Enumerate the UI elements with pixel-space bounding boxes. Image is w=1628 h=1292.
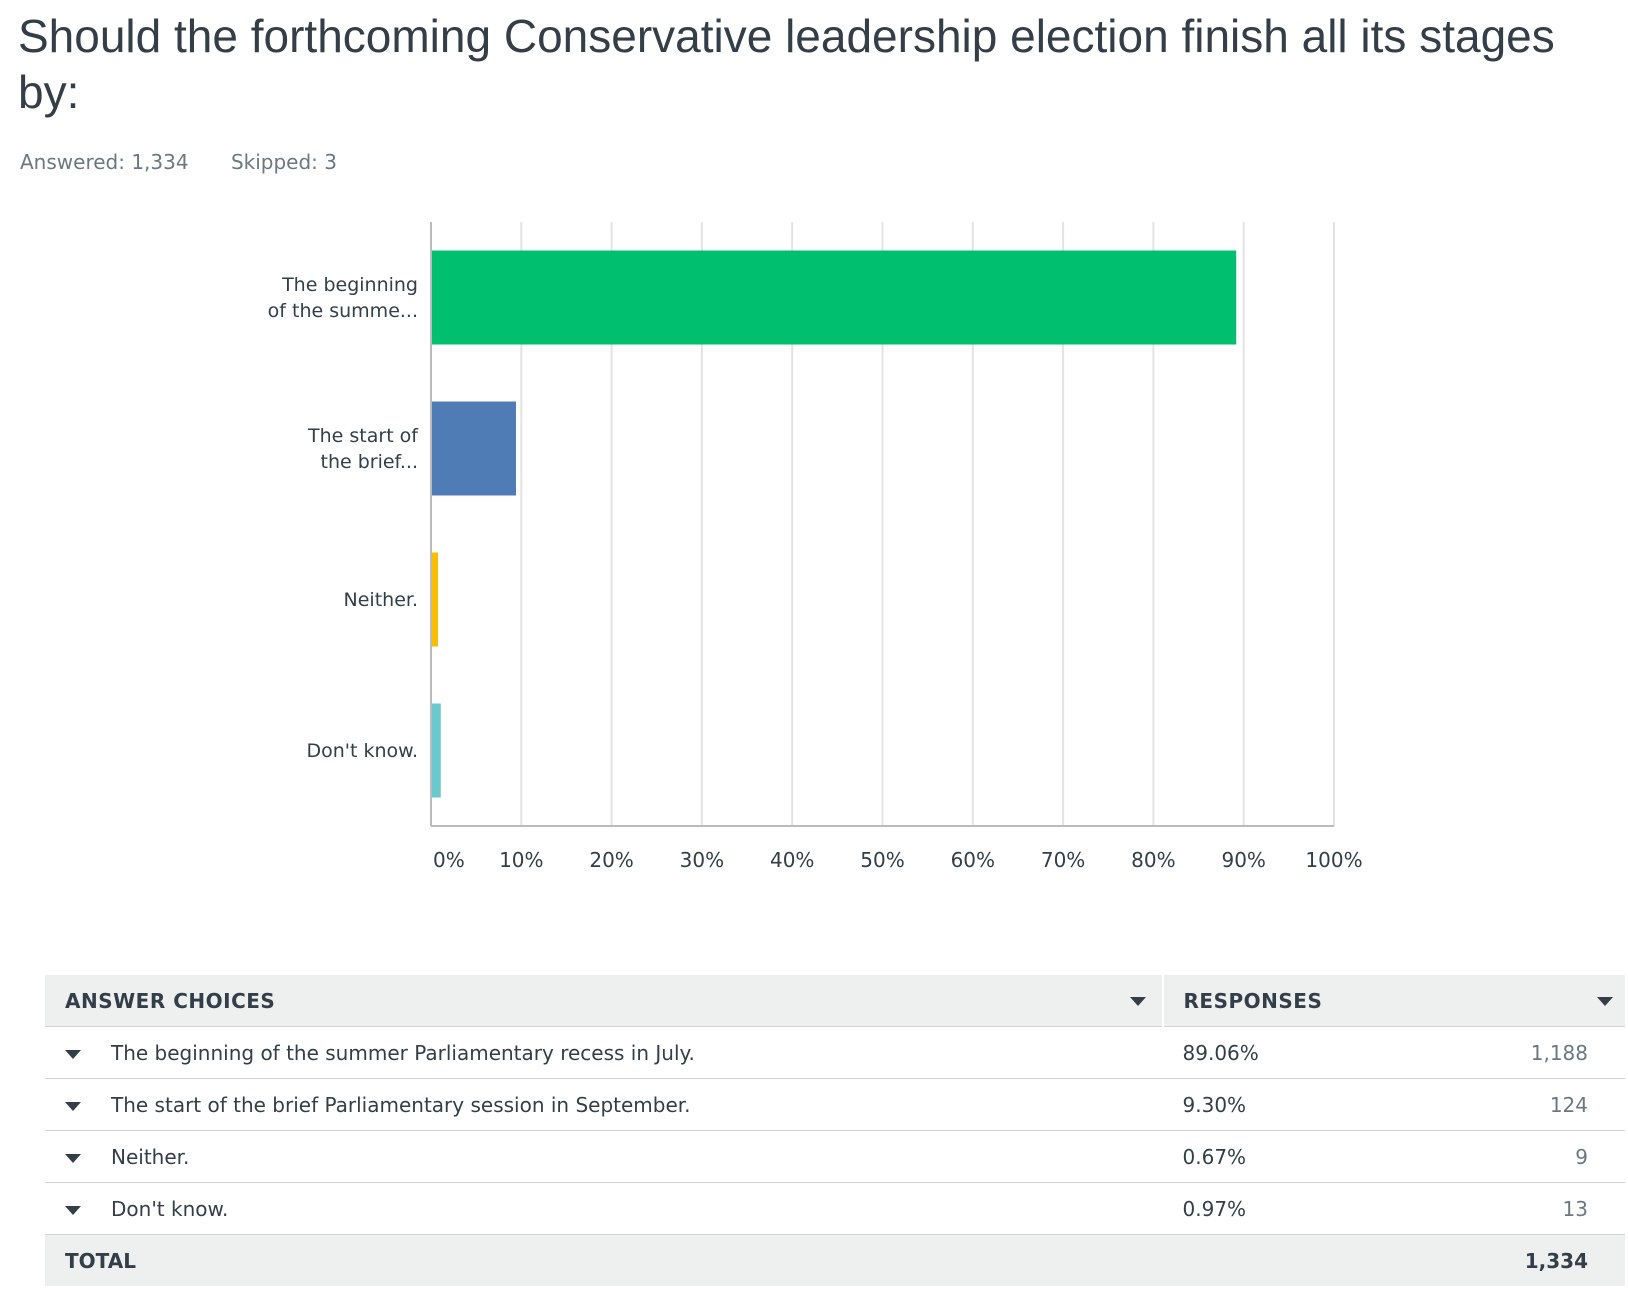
- category-label: Don't know.: [306, 739, 418, 762]
- category-label: The start of the brief...: [308, 424, 418, 473]
- table-row: Don't know. 0.97% 13: [45, 1182, 1625, 1235]
- table-row: The beginning of the summer Parliamentar…: [45, 1026, 1625, 1079]
- answer-choice: The start of the brief Parliamentary ses…: [45, 1078, 1163, 1131]
- x-tick-label: 10%: [499, 848, 543, 872]
- answer-text: Don't know.: [111, 1196, 229, 1221]
- bar: [432, 401, 516, 496]
- response-percent: 89.06%: [1162, 1026, 1383, 1079]
- sort-caret[interactable]: [1597, 996, 1613, 1006]
- x-tick-label: 0%: [433, 848, 465, 872]
- x-tick-label: 90%: [1221, 848, 1265, 872]
- category-label: The beginning of the summe...: [267, 273, 418, 322]
- answered-count: Answered: 1,334: [20, 150, 189, 174]
- question-title: Should the forthcoming Conservative lead…: [18, 10, 1555, 118]
- meta: Answered: 1,334 Skipped: 3: [20, 150, 373, 174]
- bar: [432, 703, 441, 798]
- x-tick-label: 70%: [1041, 848, 1085, 872]
- skipped-count: Skipped: 3: [230, 150, 337, 174]
- answer-text: The start of the brief Parliamentary ses…: [111, 1092, 691, 1117]
- expand-caret[interactable]: [65, 1153, 81, 1163]
- total-count: 1,334: [1162, 1234, 1625, 1286]
- bar: [432, 250, 1237, 345]
- x-tick-label: 30%: [680, 848, 724, 872]
- x-tick-label: 60%: [951, 848, 995, 872]
- response-count: 1,188: [1382, 1026, 1625, 1079]
- total-label: TOTAL: [45, 1234, 1163, 1286]
- x-tick-label: 40%: [770, 848, 814, 872]
- header-responses: RESPONSES: [1161, 975, 1625, 1027]
- sort-caret[interactable]: [1129, 996, 1146, 1006]
- response-count: 9: [1382, 1130, 1625, 1183]
- header-row: ANSWER CHOICES RESPONSES: [45, 975, 1625, 1027]
- expand-caret[interactable]: [65, 1049, 81, 1059]
- response-count: 124: [1382, 1078, 1625, 1131]
- expand-caret[interactable]: [65, 1101, 81, 1111]
- response-percent: 0.67%: [1162, 1130, 1383, 1183]
- header-choices: ANSWER CHOICES: [45, 975, 1163, 1027]
- answer-text: Neither.: [111, 1144, 190, 1169]
- response-percent: 9.30%: [1162, 1078, 1383, 1131]
- bar: [432, 552, 439, 647]
- table-row: The start of the brief Parliamentary ses…: [45, 1078, 1625, 1131]
- category-label: Neither.: [343, 588, 418, 611]
- answer-choice: Neither.: [45, 1130, 1163, 1183]
- table-row: Neither. 0.67% 9: [45, 1130, 1625, 1183]
- x-tick-label: 100%: [1305, 848, 1362, 872]
- answer-choice: The beginning of the summer Parliamentar…: [45, 1026, 1163, 1079]
- x-tick-label: 50%: [860, 848, 904, 872]
- answer-text: The beginning of the summer Parliamentar…: [111, 1040, 695, 1065]
- x-tick-label: 80%: [1131, 848, 1175, 872]
- response-percent: 0.97%: [1162, 1182, 1383, 1235]
- results-table: ANSWER CHOICES RESPONSES The beginning o…: [45, 975, 1625, 1286]
- total-row: TOTAL 1,334: [45, 1234, 1625, 1286]
- x-tick-label: 20%: [589, 848, 633, 872]
- expand-caret[interactable]: [65, 1205, 81, 1215]
- answer-choice: Don't know.: [45, 1182, 1163, 1235]
- response-count: 13: [1382, 1182, 1625, 1235]
- chart: 0% 10% 20% 30% 40% 50% 60% 70% 80% 90% 100%: [430, 222, 1363, 872]
